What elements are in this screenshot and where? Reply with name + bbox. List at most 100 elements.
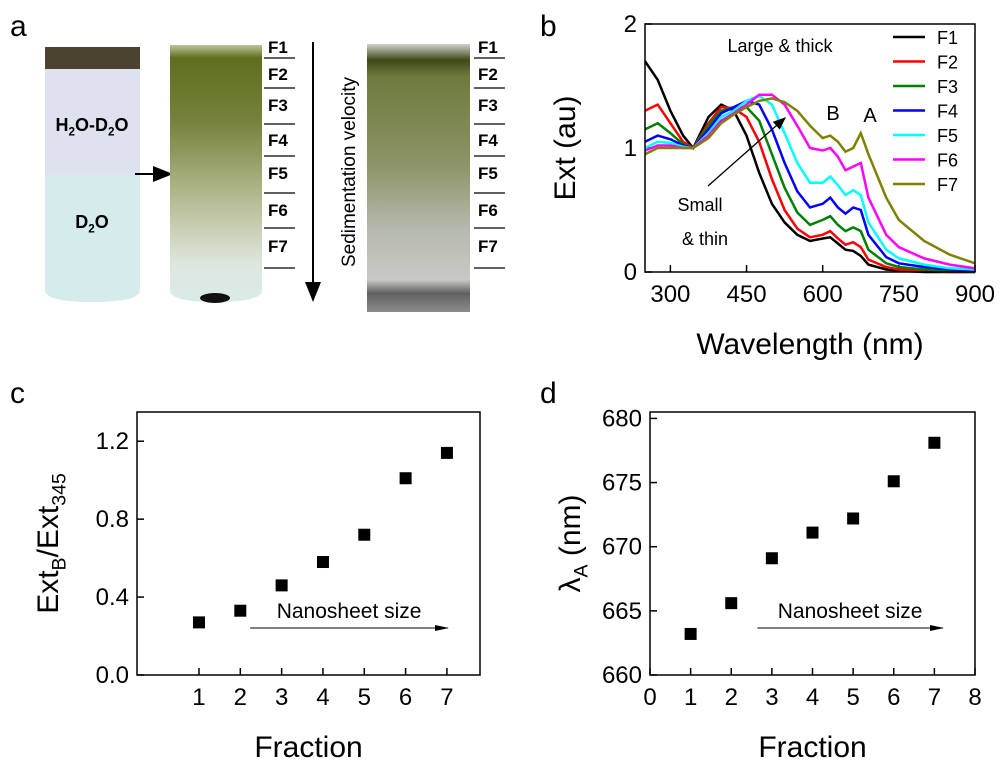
y-axis-label: λA (nm) <box>554 494 593 592</box>
x-tick-label: 900 <box>955 281 995 308</box>
marker <box>765 552 778 565</box>
fraction-label: F4 <box>268 131 288 150</box>
panel-label: d <box>540 377 557 410</box>
marker <box>275 579 288 592</box>
y-axis-label: Ext (au) <box>549 95 582 200</box>
fraction-label: F3 <box>268 96 288 115</box>
fraction-label: F1 <box>478 38 498 57</box>
fraction-label: F5 <box>268 164 288 183</box>
layer-label-part: 2 <box>88 223 95 236</box>
legend-label: F3 <box>937 77 958 97</box>
y-tick-label: 0 <box>624 259 637 286</box>
x-tick-label: 450 <box>727 281 767 308</box>
y-axis-label-part: λ <box>554 578 587 593</box>
photo <box>367 44 470 312</box>
fraction-label: F3 <box>478 96 498 115</box>
annotation: Large & thick <box>727 36 833 56</box>
marker <box>725 597 738 610</box>
annotation-arrow <box>707 117 786 187</box>
y-tick-label: 680 <box>602 405 642 432</box>
fraction-label: F1 <box>268 38 288 57</box>
plot-frame <box>649 411 976 676</box>
marker <box>440 446 453 459</box>
vial <box>170 45 262 302</box>
layer-label: D2O <box>75 212 109 236</box>
x-axis-label: Fraction <box>254 731 362 764</box>
x-tick-label: 4 <box>806 684 819 711</box>
marker <box>806 526 819 539</box>
fraction-label: F7 <box>268 237 288 256</box>
marker <box>234 604 247 617</box>
y-tick-label: 675 <box>602 470 642 497</box>
x-tick-label: 3 <box>765 684 778 711</box>
legend-label: F4 <box>937 102 958 122</box>
x-tick-label: 7 <box>440 684 453 711</box>
y-axis-label: ExtB/Ext345 <box>32 473 71 614</box>
y-axis-label-part: 345 <box>49 473 71 506</box>
top-layer <box>45 47 140 69</box>
layer-label-part: O-D <box>75 115 108 135</box>
x-tick-label: 5 <box>846 684 859 711</box>
pellet <box>200 293 230 303</box>
panel-a <box>45 42 470 312</box>
y-tick-label: 670 <box>602 534 642 561</box>
legend-label: F5 <box>937 126 958 146</box>
x-tick-label: 7 <box>928 684 941 711</box>
x-tick-label: 2 <box>725 684 738 711</box>
layer-label-part: H <box>55 115 68 135</box>
x-tick-label: 3 <box>275 684 288 711</box>
marker <box>358 528 371 541</box>
plot-frame <box>136 411 481 676</box>
y-axis-label-part: A <box>571 564 593 577</box>
plot-frame <box>644 23 976 273</box>
marker <box>316 556 329 569</box>
y-tick-label: 660 <box>602 662 642 689</box>
marker <box>847 512 860 525</box>
y-axis-label-part: /Ext <box>32 505 65 557</box>
x-tick-label: 6 <box>399 684 412 711</box>
x-tick-label: 4 <box>316 684 329 711</box>
x-tick-label: 1 <box>192 684 205 711</box>
layer-label-part: 2 <box>68 126 75 139</box>
panel-label: a <box>10 10 27 43</box>
annotation: Nanosheet size <box>778 600 923 623</box>
legend-label: F7 <box>937 175 958 195</box>
marker <box>684 627 697 640</box>
y-tick-label: 0.0 <box>96 662 129 689</box>
legend-label: F6 <box>937 151 958 171</box>
y-tick-label: 665 <box>602 598 642 625</box>
marker <box>928 436 941 449</box>
fraction-label: F4 <box>478 131 498 150</box>
y-tick-label: 1.2 <box>96 428 129 455</box>
x-tick-label: 600 <box>803 281 843 308</box>
fraction-label: F7 <box>478 237 498 256</box>
annotation: Small <box>677 195 722 215</box>
annotation: Nanosheet size <box>277 600 422 623</box>
y-axis-label-part: Ext <box>32 570 65 614</box>
panel-label: b <box>540 10 557 43</box>
x-axis-label: Fraction <box>758 731 866 764</box>
x-tick-label: 750 <box>879 281 919 308</box>
x-tick-label: 1 <box>684 684 697 711</box>
y-tick-label: 0.8 <box>96 506 129 533</box>
marker <box>192 616 205 629</box>
marker <box>887 475 900 488</box>
x-axis-label: Wavelength (nm) <box>696 328 923 361</box>
annotation: & thin <box>682 229 728 249</box>
y-tick-label: 2 <box>624 11 637 38</box>
layer-label-part: 2 <box>108 126 115 139</box>
layer-label-part: O <box>95 212 109 232</box>
fraction-label: F2 <box>478 65 498 84</box>
annotation: B <box>826 103 839 125</box>
arrow-label: Sedimentation velocity <box>339 76 360 267</box>
legend-label: F2 <box>937 53 958 73</box>
annotation: A <box>863 105 877 127</box>
x-tick-label: 300 <box>650 281 690 308</box>
fraction-label: F6 <box>268 201 288 220</box>
x-tick-label: 2 <box>234 684 247 711</box>
layer-label: H2O-D2O <box>55 115 128 139</box>
x-tick-label: 8 <box>968 684 981 711</box>
x-tick-label: 0 <box>643 684 656 711</box>
marker <box>399 472 412 485</box>
